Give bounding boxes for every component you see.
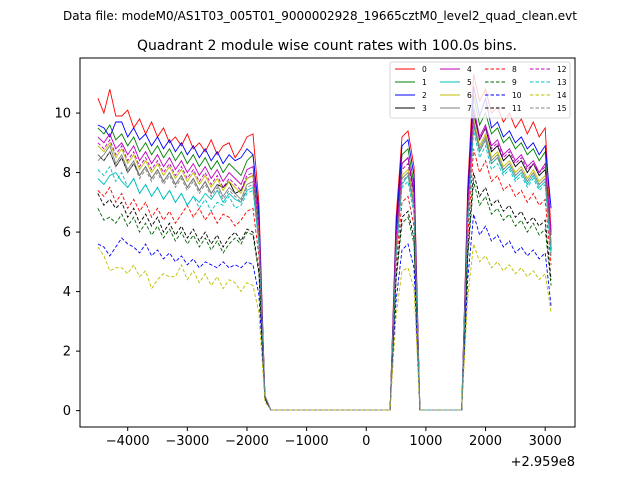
series-line-13 [97,130,552,411]
legend-label-6: 6 [467,91,472,100]
legend-frame [389,61,571,119]
x-tick-label: 3000 [529,434,562,449]
series-line-8 [97,148,552,411]
x-tick-label: −4000 [106,434,150,449]
x-tick-label: 0 [362,434,370,449]
legend-label-15: 15 [557,104,567,113]
chart-title: Quadrant 2 module wise count rates with … [137,38,517,54]
y-tick-label: 2 [63,345,71,360]
legend-label-10: 10 [512,91,522,100]
legend-label-7: 7 [467,104,472,113]
legend-label-1: 1 [422,78,427,87]
legend-label-5: 5 [467,78,472,87]
chart-suptitle: Data file: modeM0/AS1T03_005T01_90000029… [63,9,577,23]
axes-frame [79,57,576,428]
x-tick-label: −1000 [285,434,329,449]
legend-label-2: 2 [422,91,427,100]
y-tick-label: 8 [63,166,71,181]
legend-label-14: 14 [557,91,567,100]
legend-label-12: 12 [557,65,567,74]
legend-label-9: 9 [512,78,517,87]
legend-label-4: 4 [467,65,472,74]
x-offset-label: +2.959e8 [511,455,575,470]
axes: −4000 −3000 −2000 −1000 0 1000 2000 3000 0 2 4 6 8 10 [54,107,561,449]
x-tick-label: −2000 [225,434,269,449]
legend-label-11: 11 [512,104,522,113]
x-tick-label: 1000 [409,434,442,449]
series-line-15 [97,124,552,411]
legend-label-13: 13 [557,78,567,87]
plot-area [97,74,552,411]
y-tick-label: 0 [63,404,71,419]
y-tick-label: 10 [54,107,71,122]
legend-label-3: 3 [422,104,427,113]
legend-label-8: 8 [512,65,517,74]
y-tick-label: 4 [63,285,71,300]
x-tick-label: −3000 [165,434,209,449]
series-line-11 [97,172,552,411]
x-tick-label: 2000 [469,434,502,449]
legend-label-0: 0 [422,65,427,74]
y-tick-label: 6 [63,226,71,241]
